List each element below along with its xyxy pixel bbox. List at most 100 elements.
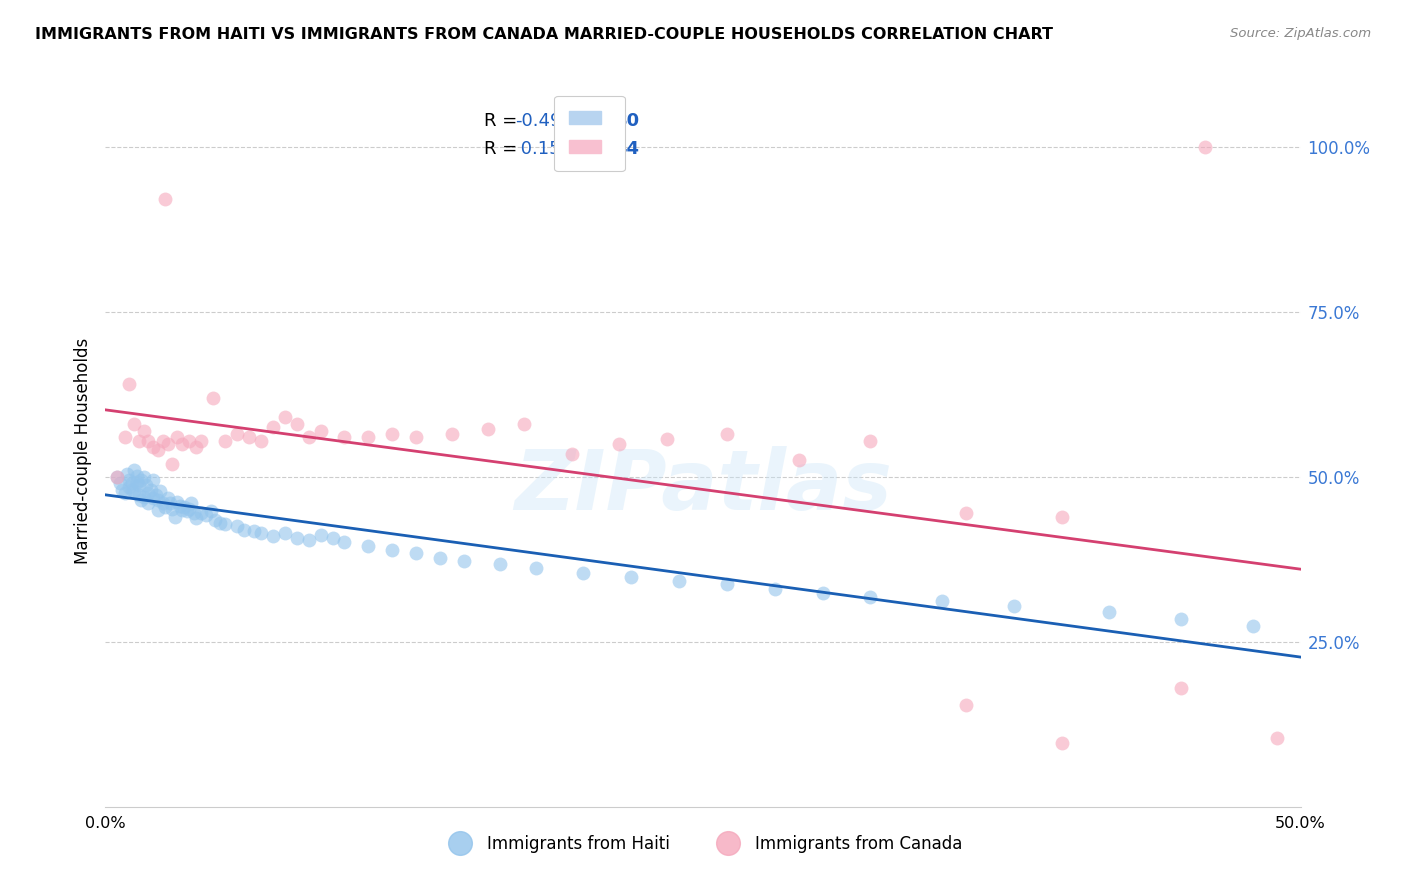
Point (1050, 509, 1073, 524)
Point (190, 434, 212, 448)
Point (668, 574, 690, 589)
Point (716, 577, 738, 591)
Point (159, 496, 181, 510)
Point (186, 511, 208, 525)
Point (166, 430, 188, 444)
Point (209, 516, 232, 530)
Point (200, 504, 222, 518)
Point (233, 523, 256, 537)
Point (138, 486, 160, 500)
Point (1265, 731, 1288, 745)
Point (108, 476, 131, 491)
Point (273, 410, 295, 425)
Point (763, 582, 786, 597)
Point (489, 557, 512, 571)
Point (132, 490, 155, 504)
Point (163, 509, 186, 524)
Text: R =: R = (484, 112, 523, 129)
Point (1050, 735, 1073, 749)
Point (129, 473, 153, 487)
Point (285, 531, 308, 545)
Point (381, 542, 404, 557)
Point (186, 440, 208, 454)
Text: IMMIGRANTS FROM HAITI VS IMMIGRANTS FROM CANADA MARRIED-COUPLE HOUSEHOLDS CORREL: IMMIGRANTS FROM HAITI VS IMMIGRANTS FROM… (35, 27, 1053, 42)
Point (859, 434, 882, 448)
Point (121, 483, 143, 497)
Point (177, 434, 201, 448)
Point (166, 495, 188, 509)
Point (128, 478, 150, 492)
Point (225, 519, 249, 533)
Point (429, 550, 451, 565)
Point (121, 476, 143, 491)
Text: N =: N = (571, 112, 623, 129)
Point (357, 430, 380, 444)
Y-axis label: Married-couple Households: Married-couple Households (75, 337, 93, 564)
Point (129, 493, 153, 508)
Point (107, 470, 129, 484)
Point (111, 483, 134, 497)
Point (204, 513, 226, 527)
Point (262, 529, 284, 543)
Point (190, 506, 212, 520)
Point (572, 566, 595, 580)
Point (128, 488, 150, 502)
Point (309, 528, 332, 542)
Point (132, 424, 155, 438)
Point (156, 491, 179, 505)
Point (149, 484, 172, 499)
Point (309, 424, 332, 438)
Point (405, 430, 427, 444)
Text: -0.492: -0.492 (516, 112, 574, 129)
Point (931, 594, 953, 608)
Point (262, 420, 284, 434)
Point (118, 473, 141, 487)
Point (1194, 139, 1216, 153)
Point (153, 193, 177, 207)
Point (135, 478, 157, 492)
Point (152, 434, 174, 448)
Point (955, 506, 977, 520)
Point (176, 504, 198, 518)
Point (214, 517, 236, 532)
Point (716, 426, 738, 441)
Point (405, 546, 427, 560)
Point (607, 437, 630, 451)
Point (620, 570, 643, 584)
Point (859, 590, 882, 604)
Point (524, 561, 547, 575)
Point (146, 493, 169, 508)
Point (146, 443, 169, 458)
Point (214, 434, 236, 448)
Point (1241, 618, 1264, 632)
Point (202, 391, 225, 405)
Point (142, 473, 165, 487)
Point (440, 426, 463, 441)
Point (162, 501, 184, 516)
Point (139, 483, 162, 497)
Point (333, 534, 356, 549)
Text: 0.150: 0.150 (516, 140, 572, 158)
Point (453, 554, 475, 568)
Point (118, 377, 141, 392)
Point (170, 503, 193, 517)
Point (114, 430, 136, 444)
Point (138, 434, 160, 448)
Point (145, 488, 167, 502)
Point (1098, 605, 1121, 619)
Point (1002, 599, 1025, 613)
Point (132, 470, 155, 484)
Point (170, 437, 193, 451)
Point (242, 524, 264, 538)
Point (250, 526, 273, 541)
Point (156, 437, 179, 451)
Point (125, 475, 148, 490)
Point (138, 496, 160, 510)
Point (115, 467, 138, 481)
Point (177, 501, 201, 516)
Point (180, 496, 202, 510)
Point (152, 496, 174, 510)
Point (173, 500, 195, 514)
Point (122, 417, 145, 431)
Point (513, 417, 536, 431)
